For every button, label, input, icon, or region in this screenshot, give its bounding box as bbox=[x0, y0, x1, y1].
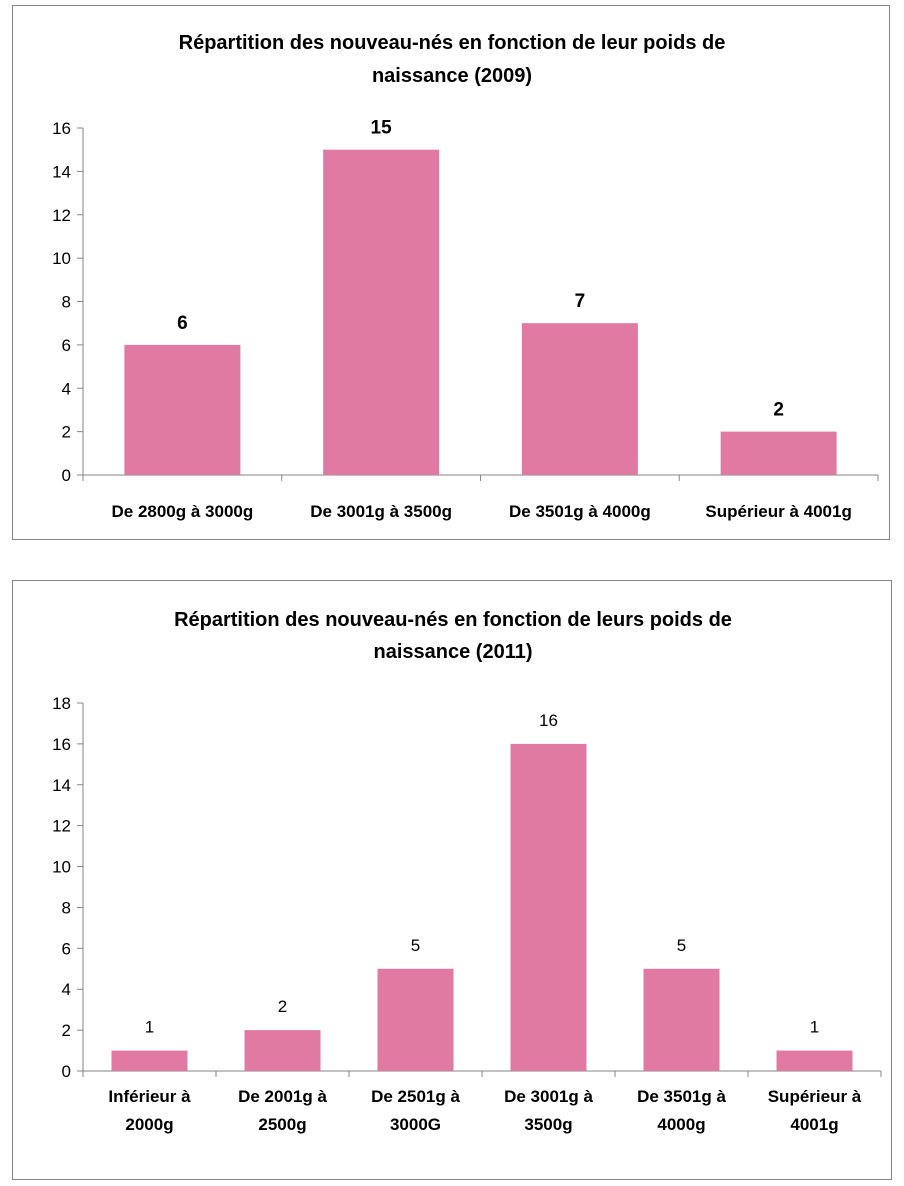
y-tick-label: 10 bbox=[52, 858, 71, 877]
chart-title-line: naissance (2011) bbox=[374, 641, 533, 663]
data-label: 16 bbox=[539, 711, 558, 730]
y-tick-label: 12 bbox=[52, 817, 71, 836]
y-tick-label: 6 bbox=[62, 336, 71, 355]
bar bbox=[776, 1050, 853, 1071]
chart-2011: Répartition des nouveau-nés en fonction … bbox=[12, 580, 892, 1180]
bar bbox=[377, 968, 454, 1071]
y-tick-label: 14 bbox=[52, 162, 71, 181]
data-label: 5 bbox=[677, 936, 686, 955]
x-category-label: De 3501g à bbox=[637, 1087, 726, 1106]
y-tick-label: 8 bbox=[62, 293, 71, 312]
bar bbox=[111, 1050, 188, 1071]
x-category-label: De 2800g à 3000g bbox=[111, 502, 253, 521]
y-tick-label: 14 bbox=[52, 776, 71, 795]
y-tick-label: 2 bbox=[62, 423, 71, 442]
y-tick-label: 0 bbox=[62, 1062, 71, 1081]
data-label: 2 bbox=[773, 400, 784, 421]
y-tick-label: 6 bbox=[62, 939, 71, 958]
x-category-label: 2000g bbox=[125, 1115, 173, 1134]
y-tick-label: 8 bbox=[62, 898, 71, 917]
chart-2009: Répartition des nouveau-nés en fonction … bbox=[12, 5, 890, 540]
chart-title-line: naissance (2009) bbox=[372, 65, 532, 87]
data-label: 5 bbox=[411, 936, 420, 955]
chart-title-line: Répartition des nouveau-nés en fonction … bbox=[179, 32, 726, 54]
x-category-label: Supérieur à bbox=[768, 1087, 862, 1106]
x-category-label: 3500g bbox=[524, 1115, 572, 1134]
chart-2011-svg: Répartition des nouveau-nés en fonction … bbox=[52, 609, 882, 1134]
chart-title-line: Répartition des nouveau-nés en fonction … bbox=[174, 609, 732, 631]
y-tick-label: 0 bbox=[62, 466, 71, 485]
x-category-label: 2500g bbox=[258, 1115, 306, 1134]
x-category-label: De 2501g à bbox=[371, 1087, 460, 1106]
y-tick-label: 4 bbox=[62, 379, 71, 398]
data-label: 1 bbox=[810, 1018, 819, 1037]
y-tick-label: 12 bbox=[52, 206, 71, 225]
bar bbox=[124, 344, 241, 475]
y-tick-label: 16 bbox=[52, 735, 71, 754]
data-label: 1 bbox=[145, 1018, 154, 1037]
data-label: 15 bbox=[371, 118, 393, 139]
chart-2009-svg: Répartition des nouveau-nés en fonction … bbox=[52, 32, 879, 521]
x-category-label: Supérieur à 4001g bbox=[705, 502, 851, 521]
data-label: 7 bbox=[575, 291, 586, 312]
y-tick-label: 2 bbox=[62, 1021, 71, 1040]
x-category-label: 3000G bbox=[390, 1115, 441, 1134]
y-tick-label: 16 bbox=[52, 119, 71, 138]
bar bbox=[244, 1030, 321, 1071]
x-category-label: 4001g bbox=[790, 1115, 838, 1134]
bar bbox=[720, 431, 837, 475]
x-category-label: 4000g bbox=[657, 1115, 705, 1134]
x-category-label: De 2001g à bbox=[238, 1087, 327, 1106]
x-category-label: De 3001g à bbox=[504, 1087, 593, 1106]
x-category-label: De 3001g à 3500g bbox=[310, 502, 452, 521]
bar bbox=[521, 323, 638, 475]
data-label: 6 bbox=[177, 313, 188, 334]
y-tick-label: 10 bbox=[52, 249, 71, 268]
x-category-label: Inférieur à bbox=[108, 1087, 191, 1106]
y-tick-label: 18 bbox=[52, 694, 71, 713]
data-label: 2 bbox=[278, 997, 287, 1016]
x-category-label: De 3501g à 4000g bbox=[509, 502, 651, 521]
bar bbox=[323, 149, 440, 475]
bar bbox=[643, 968, 720, 1071]
y-tick-label: 4 bbox=[62, 980, 71, 999]
bar bbox=[510, 743, 587, 1071]
